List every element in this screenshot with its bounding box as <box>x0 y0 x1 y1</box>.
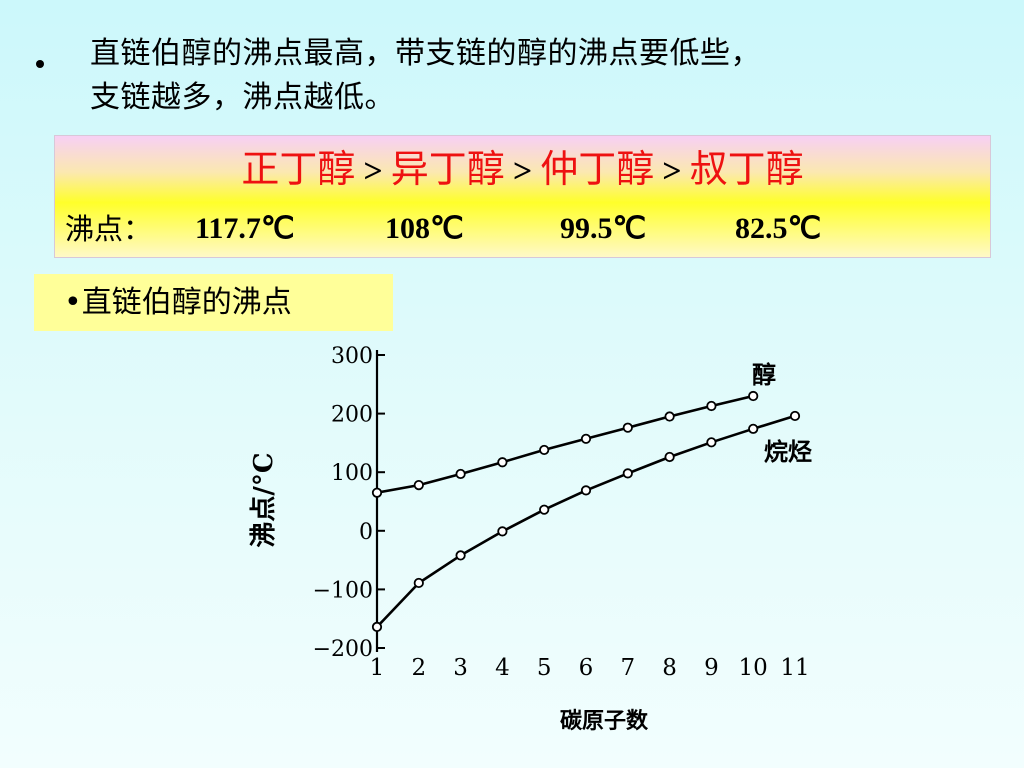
data-point <box>371 621 383 633</box>
series-line-2 <box>376 414 796 628</box>
bullet-line-2: 支链越多，沸点越低。 <box>90 80 395 115</box>
data-point <box>664 451 675 463</box>
data-point <box>664 411 675 422</box>
data-point <box>413 479 424 491</box>
boiling-point-value: 99.5℃ <box>560 212 647 245</box>
bullet-line-1: 直链伯醇的沸点最高，带支链的醇的沸点要低些， <box>90 36 761 71</box>
comparison-box: 正丁醇 > 异丁醇 > 仲丁醇 > 叔丁醇 沸点： 117.7℃ 108℃ 99.5℃ 82… <box>54 135 991 258</box>
series-label: 醇 <box>752 360 776 389</box>
alcohol-name: 叔丁醇 <box>689 147 804 191</box>
series-line-1 <box>376 394 754 494</box>
data-point <box>539 504 550 515</box>
y-tick-label: 200 <box>331 403 373 428</box>
series-label: 烷烃 <box>764 437 812 466</box>
x-axis-title: 碳原子数 <box>560 708 649 734</box>
data-point <box>497 457 508 468</box>
bullet-text: 直链伯醇的沸点最高，带支链的醇的沸点要低些， 支链越多，沸点越低。 <box>90 32 990 120</box>
data-point <box>622 422 633 433</box>
greater-than-sign: > <box>363 153 383 190</box>
greater-than-sign: > <box>512 153 533 190</box>
boiling-point-label: 沸点： <box>65 212 153 246</box>
data-point <box>789 410 801 422</box>
data-point <box>455 550 466 561</box>
x-tick-label: 10 <box>739 655 768 681</box>
alcohol-name: 正丁醇 <box>241 147 356 191</box>
data-point <box>748 390 759 402</box>
data-point <box>497 526 508 537</box>
x-tick-label: 9 <box>704 655 719 681</box>
x-tick-label: 1 <box>370 655 385 681</box>
y-axis-title: 沸点/°C <box>248 452 279 547</box>
data-point <box>622 468 633 479</box>
alcohol-name: 仲丁醇 <box>540 147 655 191</box>
y-tick-label: 0 <box>359 520 373 545</box>
x-tick-label: 7 <box>620 655 635 681</box>
data-point <box>748 423 759 434</box>
x-tick-label: 3 <box>453 655 468 681</box>
bullet-dot <box>36 60 44 68</box>
section-label: •直链伯醇的沸点 <box>34 274 393 331</box>
x-tick-label: 6 <box>579 655 594 681</box>
data-point <box>580 485 592 496</box>
x-tick-label: 4 <box>495 655 510 681</box>
y-tick-label: −200 <box>313 637 373 662</box>
alcohol-name: 异丁醇 <box>390 147 505 191</box>
greater-than-sign: > <box>662 153 682 190</box>
boiling-point-row: 沸点： 117.7℃ 108℃ 99.5℃ 82.5℃ <box>65 206 985 252</box>
y-tick-label: 300 <box>331 344 373 369</box>
alcohol-order-row: 正丁醇 > 异丁醇 > 仲丁醇 > 叔丁醇 <box>55 144 990 197</box>
data-point <box>413 577 424 589</box>
y-tick-label: −100 <box>313 578 373 603</box>
x-tick-label: 8 <box>662 655 677 681</box>
data-point <box>539 444 550 456</box>
boiling-point-value: 117.7℃ <box>195 212 295 245</box>
boiling-point-value: 108℃ <box>385 212 464 245</box>
data-point <box>580 433 592 444</box>
x-tick-label: 2 <box>411 655 426 681</box>
x-tick-label: 11 <box>780 655 809 681</box>
data-point <box>706 400 717 412</box>
boiling-point-value: 82.5℃ <box>735 212 822 245</box>
data-point <box>371 487 383 498</box>
x-tick-label: 5 <box>537 655 552 681</box>
data-point <box>455 468 466 480</box>
y-tick-label: 100 <box>331 461 373 486</box>
data-point <box>706 437 717 448</box>
